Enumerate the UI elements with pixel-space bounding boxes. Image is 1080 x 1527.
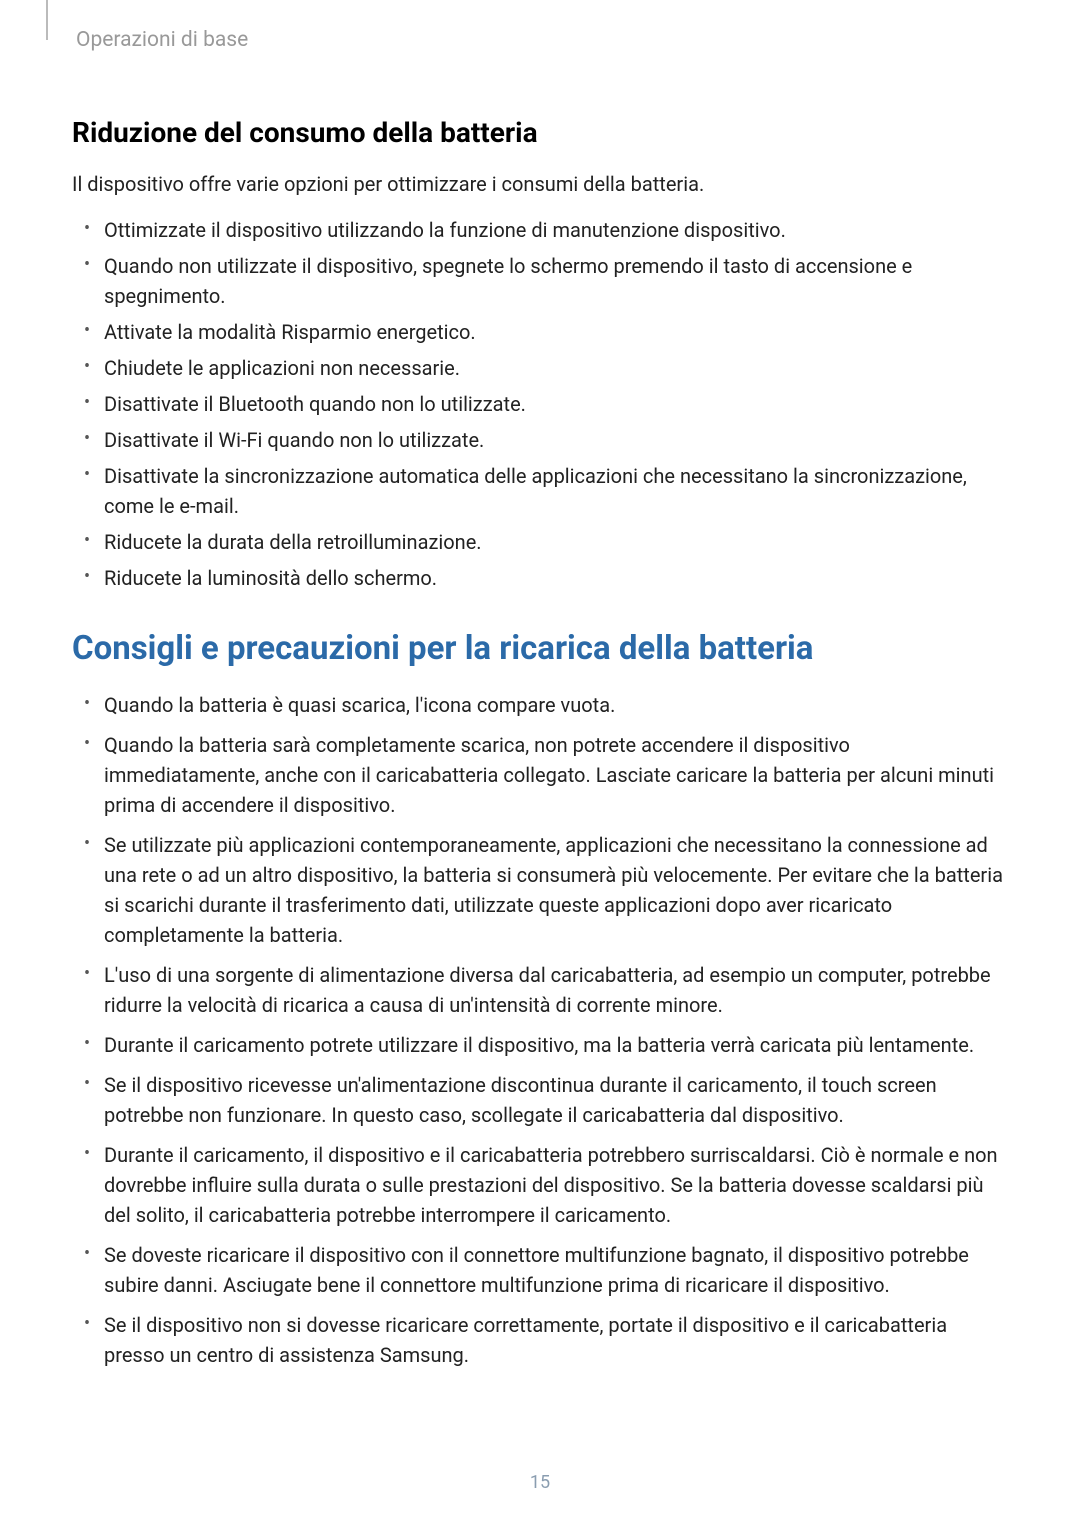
- list-item: Durante il caricamento potrete utilizzar…: [72, 1030, 1008, 1060]
- list-item: Attivate la modalità Risparmio energetic…: [72, 317, 1008, 347]
- section-intro: Il dispositivo offre varie opzioni per o…: [72, 169, 1008, 199]
- document-page: Operazioni di base Riduzione del consumo…: [0, 0, 1080, 1527]
- list-item: Disattivate la sincronizzazione automati…: [72, 461, 1008, 521]
- list-item: Disattivate il Wi-Fi quando non lo utili…: [72, 425, 1008, 455]
- list-item: Disattivate il Bluetooth quando non lo u…: [72, 389, 1008, 419]
- list-item: Quando la batteria sarà completamente sc…: [72, 730, 1008, 820]
- list-item: Quando non utilizzate il dispositivo, sp…: [72, 251, 1008, 311]
- list-item: Riducete la luminosità dello schermo.: [72, 563, 1008, 593]
- section-heading-tips: Consigli e precauzioni per la ricarica d…: [72, 629, 1008, 668]
- list-item: L'uso di una sorgente di alimentazione d…: [72, 960, 1008, 1020]
- list-item: Chiudete le applicazioni non necessarie.: [72, 353, 1008, 383]
- list-item: Se il dispositivo ricevesse un'alimentaz…: [72, 1070, 1008, 1130]
- list-item: Se doveste ricaricare il dispositivo con…: [72, 1240, 1008, 1300]
- list-item: Se il dispositivo non si dovesse ricaric…: [72, 1310, 1008, 1370]
- bullet-list-tips: Quando la batteria è quasi scarica, l'ic…: [72, 690, 1008, 1370]
- bullet-list-reduction: Ottimizzate il dispositivo utilizzando l…: [72, 215, 1008, 593]
- list-item: Riducete la durata della retroilluminazi…: [72, 527, 1008, 557]
- page-content: Riduzione del consumo della batteria Il …: [0, 0, 1080, 1440]
- list-item: Ottimizzate il dispositivo utilizzando l…: [72, 215, 1008, 245]
- breadcrumb: Operazioni di base: [76, 28, 248, 52]
- list-item: Quando la batteria è quasi scarica, l'ic…: [72, 690, 1008, 720]
- list-item: Durante il caricamento, il dispositivo e…: [72, 1140, 1008, 1230]
- page-number: 15: [0, 1472, 1080, 1493]
- list-item: Se utilizzate più applicazioni contempor…: [72, 830, 1008, 950]
- margin-marker: [46, 0, 48, 40]
- section-heading-reduction: Riduzione del consumo della batteria: [72, 116, 1008, 149]
